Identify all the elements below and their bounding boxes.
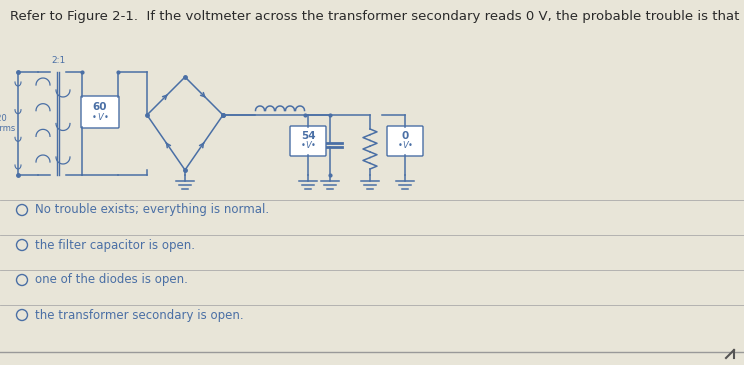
Text: one of the diodes is open.: one of the diodes is open.: [35, 273, 188, 287]
FancyBboxPatch shape: [387, 126, 423, 156]
Text: •: •: [103, 112, 109, 122]
Text: 2:1: 2:1: [51, 56, 65, 65]
Text: V: V: [402, 142, 408, 150]
Text: the filter capacitor is open.: the filter capacitor is open.: [35, 238, 195, 251]
Text: 120
V rms: 120 V rms: [0, 114, 15, 133]
Text: 60: 60: [93, 102, 107, 112]
Text: •: •: [408, 142, 412, 150]
Text: •: •: [397, 142, 403, 150]
FancyBboxPatch shape: [12, 52, 432, 200]
Text: •: •: [301, 142, 306, 150]
Text: 54: 54: [301, 131, 315, 141]
Text: 0: 0: [401, 131, 408, 141]
Text: Refer to Figure 2-1.  If the voltmeter across the transformer secondary reads 0 : Refer to Figure 2-1. If the voltmeter ac…: [10, 10, 740, 23]
Text: •: •: [310, 142, 315, 150]
FancyBboxPatch shape: [290, 126, 326, 156]
Text: V: V: [97, 112, 103, 122]
Text: No trouble exists; everything is normal.: No trouble exists; everything is normal.: [35, 204, 269, 216]
Text: V: V: [305, 142, 311, 150]
FancyBboxPatch shape: [81, 96, 119, 128]
Text: •: •: [92, 112, 97, 122]
Text: the transformer secondary is open.: the transformer secondary is open.: [35, 308, 243, 322]
